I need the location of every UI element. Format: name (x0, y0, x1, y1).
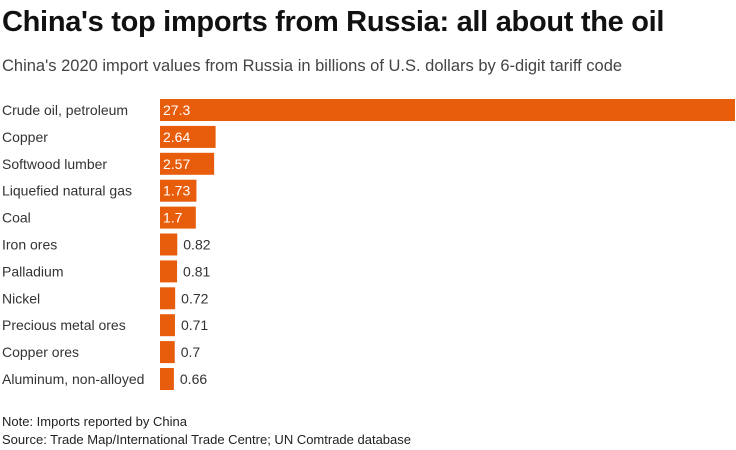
value-label-precious-metal-ores: 0.71 (181, 317, 208, 333)
chart-title: China's top imports from Russia: all abo… (2, 6, 665, 38)
category-label-coal: Coal (2, 210, 31, 226)
footnote: Note: Imports reported by China (2, 414, 187, 429)
bar-liquefied-natural-gas (160, 179, 197, 202)
value-label-softwood-lumber: 2.57 (163, 156, 190, 172)
category-label-aluminum-non-alloyed: Aluminum, non-alloyed (2, 371, 144, 387)
value-label-copper-ores: 0.7 (181, 344, 201, 360)
value-label-aluminum-non-alloyed: 0.66 (180, 371, 207, 387)
bar-copper-ores (160, 341, 175, 364)
value-label-coal: 1.7 (163, 210, 183, 226)
category-label-iron-ores: Iron ores (2, 237, 57, 253)
category-label-copper-ores: Copper ores (2, 344, 79, 360)
category-label-softwood-lumber: Softwood lumber (2, 156, 107, 172)
value-label-iron-ores: 0.82 (183, 237, 210, 253)
bar-palladium (160, 260, 178, 283)
bar-softwood-lumber (160, 152, 215, 175)
category-label-copper: Copper (2, 129, 48, 145)
value-label-palladium: 0.81 (183, 263, 210, 279)
bar-chart: Crude oil, petroleum 27.3 Copper 2.64 Softwo… (2, 99, 735, 390)
category-label-nickel: Nickel (2, 290, 40, 306)
source-note: Source: Trade Map/International Trade Ce… (2, 432, 411, 447)
bar-precious-metal-ores (160, 314, 175, 337)
category-label-liquefied-natural-gas: Liquefied natural gas (2, 183, 132, 199)
bar-nickel (160, 287, 176, 310)
bar-aluminum-non-alloyed (160, 368, 174, 390)
chart-subtitle: China's 2020 import values from Russia i… (2, 57, 623, 75)
category-label-palladium: Palladium (2, 263, 63, 279)
category-label-precious-metal-ores: Precious metal ores (2, 317, 126, 333)
value-label-nickel: 0.72 (181, 290, 208, 306)
bar-crude-oil-petroleum (160, 99, 735, 121)
bar-iron-ores (160, 233, 178, 256)
category-label-crude-oil-petroleum: Crude oil, petroleum (2, 102, 128, 118)
value-label-crude-oil-petroleum: 27.3 (163, 102, 190, 118)
value-label-liquefied-natural-gas: 1.73 (163, 183, 190, 199)
bar-coal (160, 206, 196, 229)
value-label-copper: 2.64 (163, 129, 190, 145)
bar-copper (160, 125, 216, 148)
